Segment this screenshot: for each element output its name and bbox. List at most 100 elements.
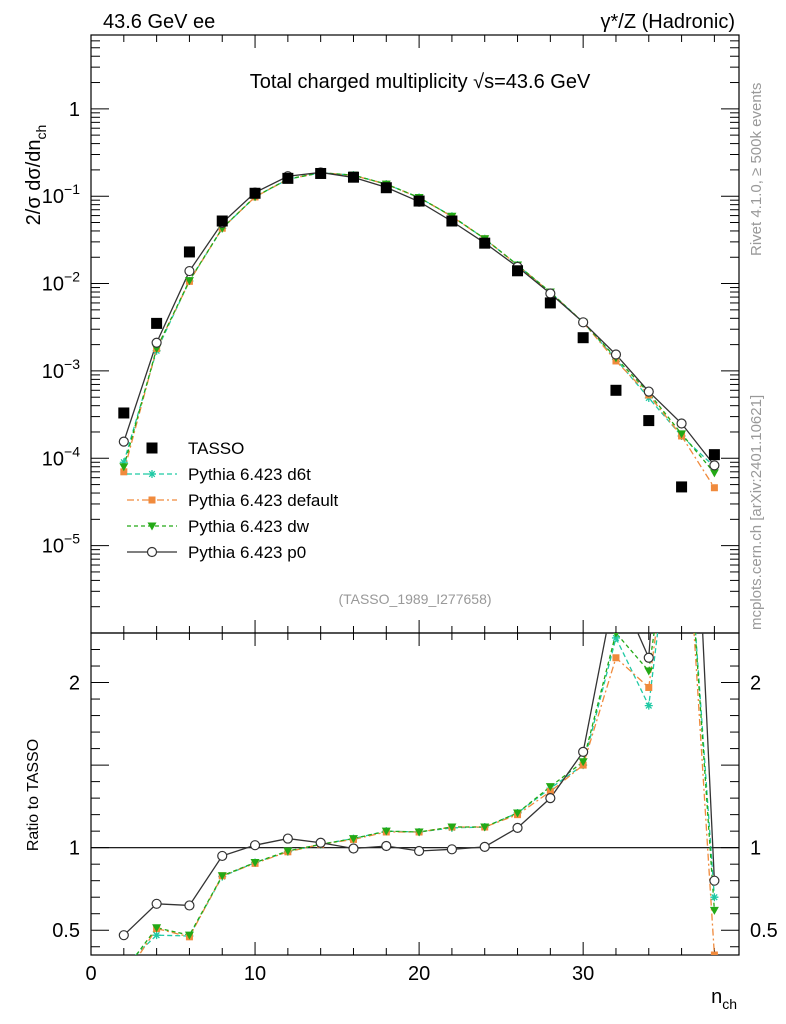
legend-label: TASSO <box>188 439 244 458</box>
ratio-point-star <box>120 963 128 971</box>
legend: TASSO Pythia 6.423 d6t Pythia 6.423 defaul… <box>127 439 339 562</box>
ratio-point-triangle <box>545 783 555 792</box>
data-point <box>118 407 130 419</box>
ratio-point-triangle <box>381 827 391 836</box>
ratio-point-triangle-shape <box>119 968 128 976</box>
point-circle-shape <box>643 386 654 397</box>
ratio-point-circle <box>545 793 556 804</box>
ratio-point-triangle-shape <box>578 758 588 767</box>
point-circle-shape <box>151 337 162 348</box>
point-triangle <box>184 277 194 286</box>
data-point-shape <box>249 187 261 199</box>
data-point-shape <box>643 415 655 427</box>
ratio-point-triangle <box>513 809 523 818</box>
ratio-point-triangle-shape <box>283 847 293 856</box>
ratio-point-circle-shape <box>414 845 425 857</box>
data-point <box>183 246 195 258</box>
point-circle-shape <box>184 265 195 277</box>
data-point <box>512 265 524 277</box>
ratio-point-circle <box>151 898 162 909</box>
ratio-point-circle-shape <box>282 833 293 844</box>
ratio-point-square <box>546 788 554 796</box>
ratio-point-circle-shape <box>446 844 458 855</box>
ratio-point-triangle-shape <box>184 931 194 940</box>
ratio-point-star-shape <box>152 931 161 940</box>
ratio-point-star <box>644 701 653 710</box>
ratio-point-triangle-shape <box>613 633 619 638</box>
point-circle <box>643 386 654 397</box>
ratio-point-star <box>611 633 620 642</box>
ratio-line-triangle <box>135 633 716 955</box>
data-point-shape <box>216 215 228 227</box>
ratio-y-axis-label: Ratio to TASSO <box>25 739 42 851</box>
ratio-point-star <box>152 931 161 940</box>
ratio-point-circle <box>446 844 458 855</box>
ratio-point-triangle <box>644 667 654 676</box>
data-point-shape <box>380 182 392 194</box>
ratio-point-circle-shape <box>184 900 195 911</box>
point-square-shape <box>710 484 718 492</box>
ratio-point-circle <box>677 183 686 192</box>
ratio-frame <box>90 632 740 956</box>
ratio-y-tick-label-left: 1 <box>69 838 80 860</box>
data-point <box>544 297 556 309</box>
ratio-point-triangle-shape <box>250 859 260 868</box>
ratio-y-tick-label-right: 2 <box>750 673 761 695</box>
ratio-point-square <box>120 975 127 982</box>
main-series-group <box>118 167 720 493</box>
y-tick-label: 10−2 <box>42 269 80 296</box>
point-circle <box>151 337 162 348</box>
data-point-shape <box>151 317 163 329</box>
header-energy-label: 43.6 GeV ee <box>103 11 215 33</box>
ratio-y-tick-label-right: 0.5 <box>750 920 778 942</box>
y-tick-label: 10−3 <box>42 356 80 383</box>
ratio-point-triangle-shape <box>381 827 391 836</box>
legend-label: Pythia 6.423 p0 <box>188 543 306 562</box>
ratio-point-circle <box>611 579 620 588</box>
x-tick-label: 20 <box>408 963 430 985</box>
ratio-point-circle <box>217 850 228 862</box>
ratio-point-circle <box>315 837 326 848</box>
point-star <box>119 458 128 467</box>
point-circle <box>709 460 720 471</box>
point-circle <box>578 317 589 328</box>
ratio-y-tick-label-right: 1 <box>750 838 761 860</box>
point-circle-shape <box>610 349 622 360</box>
ratio-point-triangle-shape <box>152 924 162 933</box>
ratio-point-circle-shape <box>578 746 589 757</box>
legend-label: Pythia 6.423 default <box>188 491 339 510</box>
data-point-shape <box>512 265 524 277</box>
ratio-point-square-shape <box>612 654 620 662</box>
data-point-shape <box>479 237 491 249</box>
data-point <box>479 237 491 249</box>
ratio-point-circle-shape <box>217 850 228 862</box>
ratio-point-circle <box>282 833 293 844</box>
ratio-point-square <box>612 654 620 662</box>
mcplots-reference-label: mcplots.cern.ch [arXiv:2401.10621] <box>748 395 765 630</box>
legend-marker <box>147 522 157 531</box>
data-point <box>577 332 589 344</box>
ratio-point-triangle-shape <box>545 783 555 792</box>
point-square-shape <box>120 468 128 476</box>
ratio-point-circle-shape <box>512 822 523 833</box>
legend-marker <box>146 546 158 558</box>
ratio-point-circle <box>709 875 720 886</box>
point-circle-shape <box>709 460 720 471</box>
ratio-point-triangle-shape <box>709 906 719 915</box>
point-triangle-shape <box>709 469 719 478</box>
ratio-point-circle <box>118 930 129 941</box>
data-point-shape <box>676 481 688 493</box>
ratio-series-group <box>118 183 720 982</box>
point-circle <box>118 436 129 447</box>
point-circle-shape <box>676 418 687 429</box>
ratio-point-circle <box>381 840 392 852</box>
x-tick-label: 30 <box>572 963 594 985</box>
point-circle-shape <box>578 317 589 328</box>
ratio-point-triangle-shape <box>447 823 457 832</box>
analysis-tag: (TASSO_1989_I277658) <box>338 591 491 607</box>
legend-marker <box>148 470 156 478</box>
ratio-point-triangle <box>709 906 719 915</box>
ratio-point-circle-shape <box>249 840 261 851</box>
legend-label: Pythia 6.423 d6t <box>188 465 311 484</box>
point-triangle-shape <box>119 463 129 472</box>
